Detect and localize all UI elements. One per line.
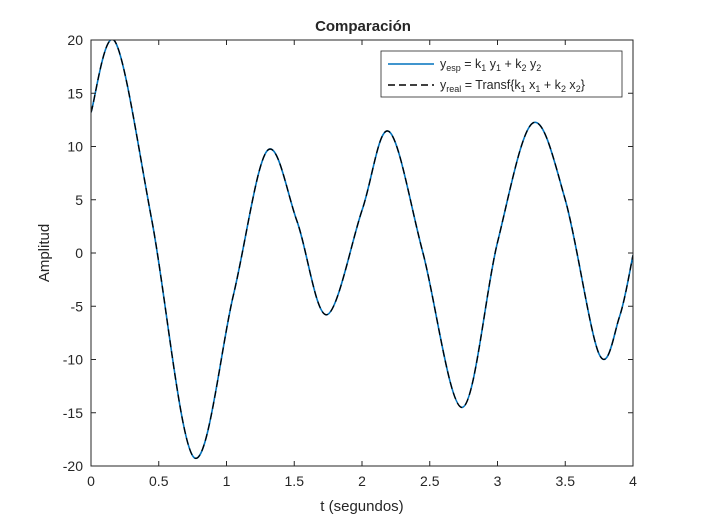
y-tick-label: -20 <box>63 458 83 474</box>
x-tick-label: 4 <box>629 473 637 489</box>
legend-label-part: = Transf{k <box>461 78 521 92</box>
legend-box <box>380 50 623 98</box>
legend-label-part: esp <box>446 63 461 73</box>
legend-label-part: y <box>440 78 447 92</box>
legend-label-part: 1 <box>496 63 501 73</box>
y-axis-label: Amplitud <box>36 224 53 282</box>
legend-label-part: 1 <box>535 84 540 94</box>
legend-label-part: y <box>440 57 447 71</box>
legend-label-part: y <box>486 57 496 71</box>
ticks-layer: 0 0.5 1 1.5 2 2.5 3 3.5 4 -20 -15 -10 -5 0 5 10 15 20 <box>63 32 637 489</box>
legend-label-part: 1 <box>481 63 486 73</box>
legend-label-part: real <box>446 84 461 94</box>
series-line-2 <box>91 40 633 459</box>
y-tick-label: -5 <box>71 298 84 314</box>
legend-label-part: } <box>581 78 585 92</box>
legend-label-part: + k <box>501 57 522 71</box>
x-tick-label: 1 <box>223 473 231 489</box>
y-tick-label: -15 <box>63 405 83 421</box>
y-tick-label: 15 <box>67 85 83 101</box>
legend-label-part: 2 <box>522 63 527 73</box>
legend-label-1: yesp = k1 y1 + k2 y2 <box>440 57 541 73</box>
x-tick-label: 2 <box>358 473 366 489</box>
y-tick-label: 0 <box>75 245 83 261</box>
legend-label-part: + k <box>540 78 561 92</box>
x-tick-label: 2.5 <box>420 473 440 489</box>
series-layer <box>91 40 633 459</box>
x-tick-label: 0.5 <box>149 473 169 489</box>
y-tick-label: 20 <box>67 32 83 48</box>
y-tick-label: -10 <box>63 352 83 368</box>
y-tick-label: 5 <box>75 192 83 208</box>
x-tick-label: 0 <box>87 473 95 489</box>
legend-label-part: = k <box>461 57 482 71</box>
y-tick-label: 10 <box>67 139 83 155</box>
x-tick-label: 3.5 <box>556 473 576 489</box>
legend-label-part: 2 <box>561 84 566 94</box>
legend-label-part: y <box>527 57 537 71</box>
x-tick-label: 3 <box>494 473 502 489</box>
legend-label-part: 1 <box>521 84 526 94</box>
legend-label-part: 2 <box>536 63 541 73</box>
chart-title: Comparación <box>315 18 411 35</box>
x-axis-label: t (segundos) <box>320 498 403 515</box>
legend-label-part: 2 <box>576 84 581 94</box>
x-tick-label: 1.5 <box>285 473 305 489</box>
legend-label-part: x <box>566 78 576 92</box>
plot-area <box>91 40 633 466</box>
legend-label-2: yreal = Transf{k1 x1 + k2 x2} <box>440 78 585 94</box>
legend-label-part: x <box>526 78 536 92</box>
